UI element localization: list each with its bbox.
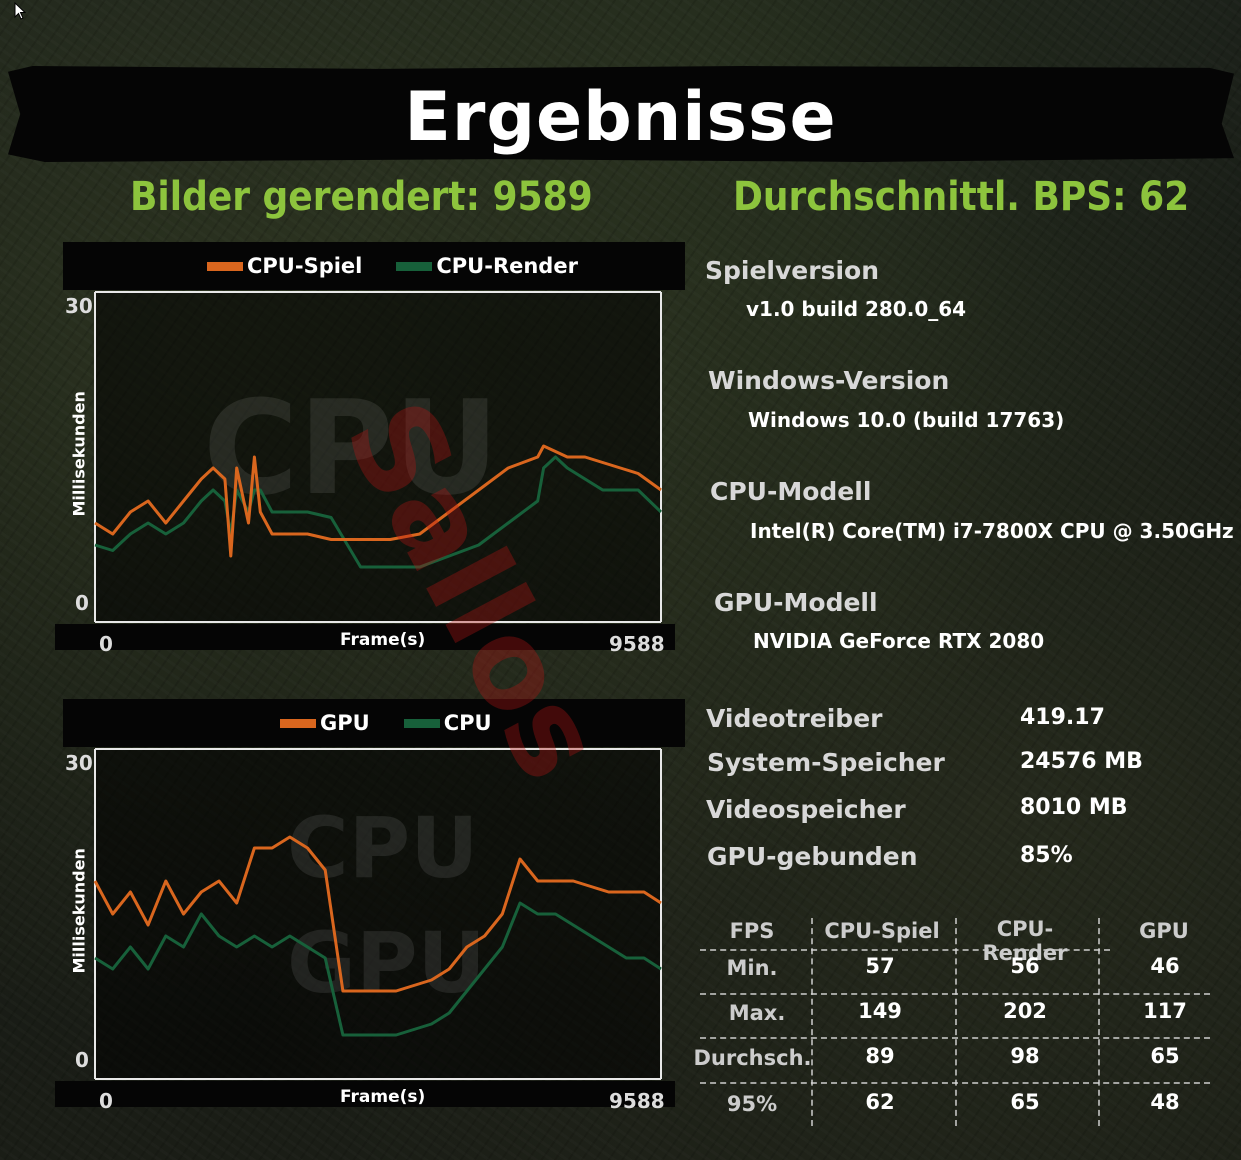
- table-row-label: Durchsch.: [693, 1046, 812, 1070]
- table-cell: 65: [1150, 1044, 1180, 1068]
- legend-label: CPU-Spiel: [247, 254, 363, 278]
- plot-svg: [93, 748, 662, 1080]
- table-divider: [700, 1037, 1210, 1039]
- table-divider: [1098, 918, 1100, 1126]
- cpu-model-label: CPU-Modell: [710, 477, 872, 506]
- game-version-value: v1.0 build 280.0_64: [746, 297, 967, 321]
- x-tick-min: 0: [99, 1089, 113, 1113]
- y-tick-max: 30: [65, 294, 93, 318]
- table-cell: 57: [865, 954, 895, 978]
- table-divider: [700, 993, 1210, 995]
- table-cell: 46: [1150, 954, 1180, 978]
- table-cell: 65: [1010, 1090, 1040, 1114]
- table-header: FPS: [729, 919, 775, 943]
- windows-version-label: Windows-Version: [708, 366, 950, 395]
- cpu-model-value: Intel(R) Core(TM) i7-7800X CPU @ 3.50GHz: [750, 519, 1234, 543]
- chart-legend: CPU-Spiel CPU-Render: [207, 254, 578, 278]
- gpu-model-label: GPU-Modell: [714, 588, 878, 617]
- video-driver-label: Videotreiber: [706, 704, 883, 733]
- legend-swatch-green: [403, 718, 440, 728]
- legend-item-gpu: GPU: [280, 711, 370, 735]
- video-driver-value: 419.17: [1020, 705, 1105, 730]
- mouse-cursor-icon: [14, 2, 27, 20]
- windows-version-value: Windows 10.0 (build 17763): [748, 408, 1065, 432]
- legend-label: CPU-Render: [436, 254, 578, 278]
- legend-item-cpu-spiel: CPU-Spiel: [207, 254, 362, 278]
- table-divider: [700, 1082, 1210, 1084]
- axis-bar: [55, 624, 675, 650]
- y-tick-max: 30: [65, 751, 93, 775]
- table-header: CPU-Render: [982, 917, 1068, 965]
- video-memory-value: 8010 MB: [1020, 795, 1128, 820]
- gpu-cpu-frametime-chart: GPU CPU CPU GPU 30 0 Millisekunden 0 Fra…: [55, 699, 685, 1119]
- gpu-bound-label: GPU-gebunden: [707, 842, 918, 871]
- fps-table: FPS CPU-Spiel CPU-Render GPU Min. 57 56 …: [690, 912, 1220, 1127]
- legend-swatch-orange: [207, 261, 243, 271]
- page-title: Ergebnisse: [404, 78, 837, 157]
- legend-label: GPU: [320, 711, 370, 735]
- x-axis-label: Frame(s): [340, 630, 426, 650]
- plot-area: [95, 749, 661, 1079]
- average-fps-label: Durchschnittl. BPS: 62: [733, 174, 1190, 220]
- y-axis-label: Millisekunden: [69, 391, 89, 517]
- cpu-frametime-chart: CPU-Spiel CPU-Render CPU 30 0 Millisekun…: [55, 242, 685, 662]
- table-cell: 48: [1150, 1090, 1180, 1114]
- table-row-label: Min.: [726, 956, 778, 980]
- game-version-label: Spielversion: [705, 256, 879, 285]
- legend-item-cpu: CPU: [403, 711, 492, 735]
- plot-svg: [94, 291, 663, 623]
- table-cell: 202: [1003, 999, 1047, 1023]
- table-cell: 56: [1010, 954, 1040, 978]
- table-header: GPU: [1139, 919, 1189, 943]
- legend-bar: [63, 242, 685, 290]
- axis-bar: [55, 1081, 675, 1107]
- y-axis-label: Millisekunden: [69, 848, 89, 974]
- table-cell: 117: [1143, 999, 1187, 1023]
- legend-swatch-orange: [280, 718, 316, 728]
- legend-bar: [63, 699, 685, 747]
- chart-background-text: CPU: [287, 799, 479, 897]
- table-divider: [955, 918, 957, 1126]
- table-cell: 62: [865, 1090, 895, 1114]
- table-header: CPU-Spiel: [824, 919, 940, 943]
- system-memory-value: 24576 MB: [1020, 749, 1143, 774]
- series-line-cpu: [94, 901, 662, 1037]
- table-divider: [700, 949, 1110, 951]
- table-cell: 89: [865, 1044, 895, 1068]
- chart-legend: GPU CPU: [280, 711, 492, 735]
- y-tick-min: 0: [75, 591, 89, 615]
- frames-rendered-label: Bilder gerendert: 9589: [130, 174, 593, 220]
- series-line-gpu: [93, 835, 662, 993]
- gpu-model-value: NVIDIA GeForce RTX 2080: [753, 629, 1045, 653]
- table-row-label: Max.: [728, 1001, 786, 1025]
- x-axis-label: Frame(s): [340, 1087, 426, 1107]
- table-cell: 98: [1010, 1044, 1040, 1068]
- legend-swatch-green: [396, 261, 433, 271]
- legend-item-cpu-render: CPU-Render: [396, 254, 578, 278]
- gpu-bound-value: 85%: [1020, 843, 1073, 868]
- series-line-cpu-render: [94, 455, 663, 569]
- title-banner: [8, 66, 1234, 162]
- video-memory-label: Videospeicher: [706, 795, 906, 824]
- table-cell: 149: [858, 999, 902, 1023]
- table-row-label: 95%: [726, 1092, 778, 1116]
- system-memory-label: System-Speicher: [707, 748, 945, 777]
- x-tick-max: 9588: [609, 1089, 665, 1113]
- x-tick-max: 9588: [609, 632, 665, 656]
- x-tick-min: 0: [99, 632, 113, 656]
- table-divider: [811, 918, 813, 1126]
- series-line-cpu-spiel: [94, 444, 662, 558]
- y-tick-min: 0: [75, 1048, 89, 1072]
- legend-label: CPU: [443, 711, 492, 735]
